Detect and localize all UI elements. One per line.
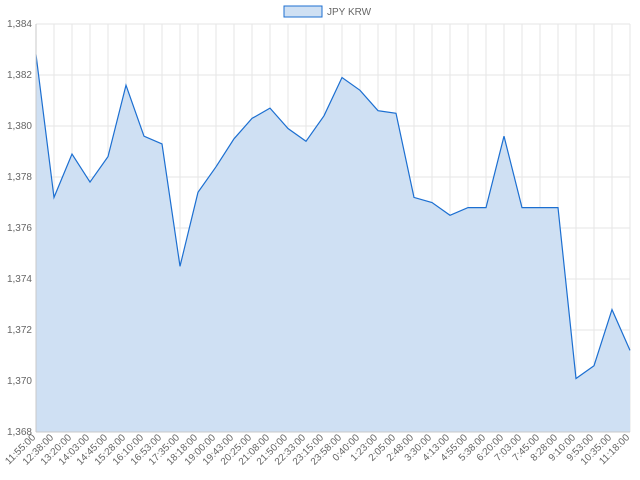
series-area — [35, 54, 631, 432]
y-tick-label: 1,380 — [7, 121, 32, 132]
y-tick-label: 1,368 — [7, 427, 32, 438]
y-tick-label: 1,384 — [7, 19, 32, 30]
series-fill-jpy-krw — [36, 54, 630, 432]
legend-label-jpy-krw[interactable]: JPY KRW — [327, 7, 372, 18]
y-tick-label: 1,370 — [7, 376, 32, 387]
y-tick-label: 1,374 — [7, 274, 32, 285]
y-tick-label: 1,378 — [7, 172, 32, 183]
y-tick-label: 1,382 — [7, 70, 32, 81]
legend[interactable]: JPY KRW — [283, 5, 372, 18]
series-line-jpy-krw — [35, 54, 631, 380]
legend-swatch-jpy-krw[interactable] — [283, 5, 323, 18]
y-tick-label: 1,376 — [7, 223, 32, 234]
y-tick-label: 1,372 — [7, 325, 32, 336]
